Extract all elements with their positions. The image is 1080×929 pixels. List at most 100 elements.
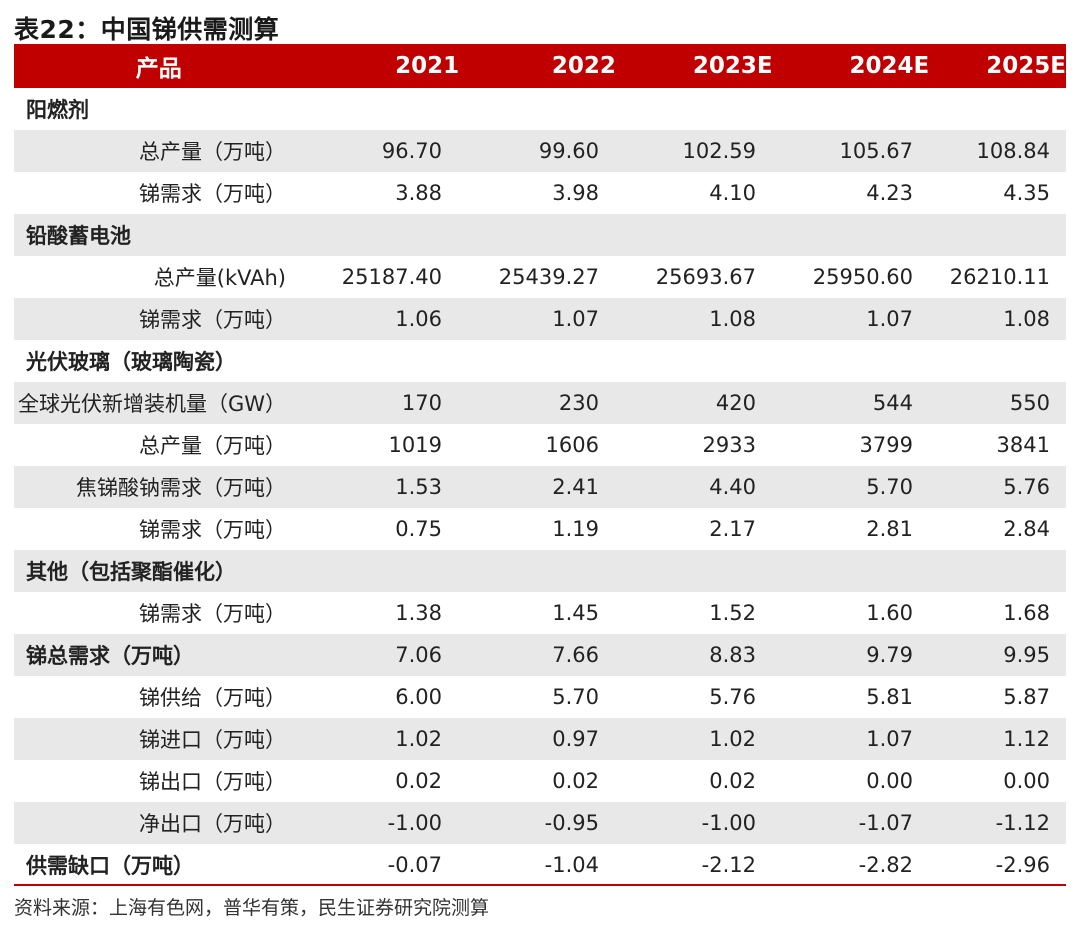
row-value: 230 [558,391,599,415]
row-label: 锑进口（万吨） [139,728,286,752]
row-value: 26210.11 [949,265,1050,289]
table-row: 光伏玻璃（玻璃陶瓷） [14,340,1066,382]
row-value: 1.45 [552,601,599,625]
row-label: 锑需求（万吨） [139,182,286,206]
row-value: 99.60 [538,139,599,163]
row-value: 2.41 [552,475,599,499]
row-value: 1.08 [709,307,756,331]
row-value: 1.08 [1003,307,1050,331]
row-value: 5.81 [866,685,913,709]
row-value: 108.84 [976,139,1050,163]
source-note: 资料来源：上海有色网，普华有策，民生证券研究院测算 [14,897,490,919]
row-value: 5.76 [709,685,756,709]
table-row: 锑总需求（万吨） 7.06 7.66 8.83 9.79 9.95 [14,634,1066,676]
row-value: 9.95 [1003,643,1050,667]
table-row: 总产量（万吨） 1019 1606 2933 3799 3841 [14,424,1066,466]
row-value: 4.40 [709,475,756,499]
row-label: 总产量(kVAh) [153,266,286,290]
row-value: 102.59 [682,139,756,163]
row-value: 3799 [859,433,913,457]
row-label: 阳燃剂 [26,98,89,122]
row-label: 焦锑酸钠需求（万吨） [76,476,286,500]
table-row: 铅酸蓄电池 [14,214,1066,256]
row-value: 170 [401,391,442,415]
row-value: -1.00 [701,811,756,835]
row-value: 105.67 [839,139,913,163]
row-value: 0.02 [709,769,756,793]
supply-demand-table: 产品 2021 2022 2023E 2024E 2025E 阳燃剂总产量（万吨… [14,44,1066,886]
table-row: 锑出口（万吨） 0.02 0.02 0.02 0.00 0.00 [14,760,1066,802]
row-value: 1.02 [709,727,756,751]
table-row: 其他（包括聚酯催化） [14,550,1066,592]
table-row: 锑需求（万吨） 0.75 1.19 2.17 2.81 2.84 [14,508,1066,550]
table-row: 锑需求（万吨） 3.88 3.98 4.10 4.23 4.35 [14,172,1066,214]
header-2025e: 2025E [986,53,1066,79]
row-value: -1.12 [995,811,1050,835]
table-row: 总产量（万吨） 96.70 99.60 102.59 105.67 108.84 [14,130,1066,172]
row-label: 净出口（万吨） [139,812,286,836]
row-value: 2.17 [709,517,756,541]
row-value: 1606 [545,433,599,457]
row-value: -1.04 [544,853,599,877]
row-value: 1.12 [1003,727,1050,751]
row-label: 总产量（万吨） [139,140,286,164]
row-value: 6.00 [395,685,442,709]
row-value: 550 [1009,391,1050,415]
row-value: 9.79 [866,643,913,667]
row-value: 1.52 [709,601,756,625]
row-value: 1.19 [552,517,599,541]
row-value: -2.96 [995,853,1050,877]
row-value: 7.06 [395,643,442,667]
row-value: 4.10 [709,181,756,205]
row-value: 7.66 [552,643,599,667]
header-2021: 2021 [395,53,460,79]
table-row: 锑需求（万吨） 1.38 1.45 1.52 1.60 1.68 [14,592,1066,634]
row-value: 1.07 [866,307,913,331]
row-value: 2.84 [1003,517,1050,541]
table-row: 锑供给（万吨） 6.00 5.70 5.76 5.81 5.87 [14,676,1066,718]
row-label: 锑总需求（万吨） [26,644,194,668]
row-value: 2933 [702,433,756,457]
row-value: -1.00 [387,811,442,835]
row-value: 4.23 [866,181,913,205]
row-label: 光伏玻璃（玻璃陶瓷） [26,350,236,374]
row-value: 2.81 [866,517,913,541]
row-value: -0.07 [387,853,442,877]
row-value: -0.95 [544,811,599,835]
table-row: 全球光伏新增装机量（GW） 170 230 420 544 550 [14,382,1066,424]
table-header-row: 产品 2021 2022 2023E 2024E 2025E [14,44,1066,88]
row-value: 1.06 [395,307,442,331]
table-row: 焦锑酸钠需求（万吨） 1.53 2.41 4.40 5.70 5.76 [14,466,1066,508]
row-value: 5.70 [552,685,599,709]
row-value: 5.70 [866,475,913,499]
row-label: 锑需求（万吨） [139,518,286,542]
row-value: 96.70 [381,139,442,163]
row-label: 供需缺口（万吨） [26,854,194,878]
row-value: 25439.27 [498,265,599,289]
table-row: 锑进口（万吨） 1.02 0.97 1.02 1.07 1.12 [14,718,1066,760]
row-value: 1.60 [866,601,913,625]
row-label: 铅酸蓄电池 [26,224,131,248]
row-value: 1.68 [1003,601,1050,625]
row-value: -2.12 [701,853,756,877]
row-label: 总产量（万吨） [139,434,286,458]
row-value: 0.00 [866,769,913,793]
row-value: 8.83 [709,643,756,667]
row-label: 锑需求（万吨） [139,308,286,332]
header-2024e: 2024E [849,53,930,79]
row-label: 锑出口（万吨） [139,770,286,794]
header-2022: 2022 [551,53,616,79]
row-value: 1.07 [866,727,913,751]
bottom-rule [14,884,1066,886]
row-value: 3841 [996,433,1050,457]
table-row: 净出口（万吨） -1.00 -0.95 -1.00 -1.07 -1.12 [14,802,1066,844]
table-row: 供需缺口（万吨） -0.07 -1.04 -2.12 -2.82 -2.96 [14,844,1066,886]
row-value: 544 [872,391,913,415]
row-label: 锑需求（万吨） [139,602,286,626]
row-value: 0.02 [395,769,442,793]
row-value: -2.82 [858,853,913,877]
row-value: 1019 [388,433,442,457]
row-value: 0.75 [395,517,442,541]
row-value: 3.88 [395,181,442,205]
row-value: 25950.60 [812,265,913,289]
